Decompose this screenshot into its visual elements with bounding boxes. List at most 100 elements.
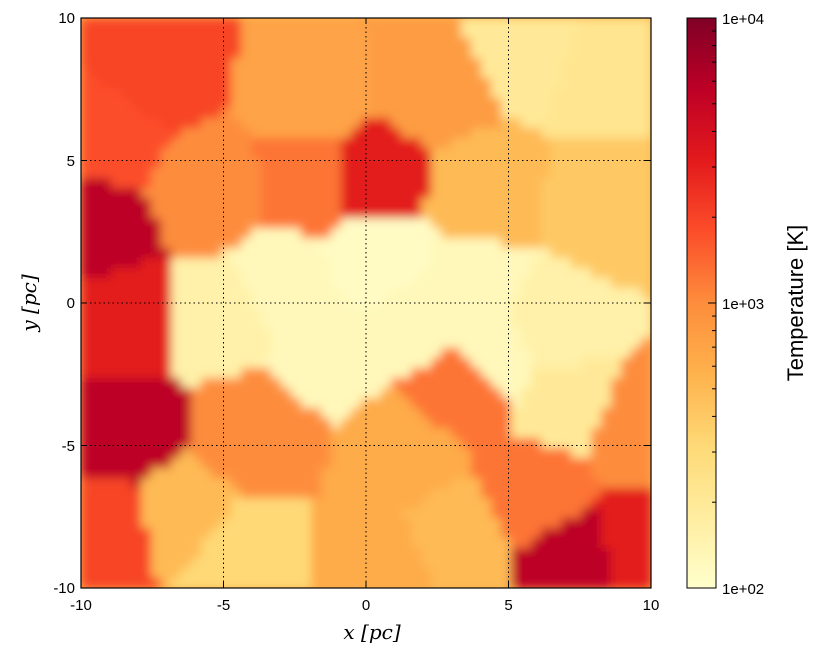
heatmap-cell <box>531 398 542 409</box>
heatmap-cell <box>281 48 292 59</box>
heatmap-cell <box>181 478 192 489</box>
heatmap-cell <box>581 48 592 59</box>
heatmap-cell <box>181 538 192 549</box>
heatmap-cell <box>641 28 651 39</box>
heatmap-cell <box>221 388 232 399</box>
heatmap-cell <box>261 278 272 289</box>
heatmap-cell <box>631 518 642 529</box>
heatmap-cell <box>421 118 432 129</box>
heatmap-cell <box>531 78 542 89</box>
heatmap-cell <box>441 188 452 199</box>
heatmap-cell <box>471 308 482 319</box>
heatmap-cell <box>331 328 342 339</box>
heatmap-cell <box>331 38 342 49</box>
heatmap-cell <box>161 568 172 579</box>
heatmap-cell <box>421 278 432 289</box>
heatmap-cell <box>341 18 352 29</box>
heatmap-cell <box>591 478 602 489</box>
heatmap-cell <box>261 48 272 59</box>
heatmap-cell <box>611 228 622 239</box>
heatmap-cell <box>441 208 452 219</box>
heatmap-cell <box>151 498 162 509</box>
heatmap-cell <box>351 168 362 179</box>
heatmap-cell <box>461 48 472 59</box>
heatmap-cell <box>621 18 632 29</box>
heatmap-cell <box>341 408 352 419</box>
heatmap-cell <box>511 298 522 309</box>
heatmap-cell <box>311 388 322 399</box>
heatmap-cell <box>401 158 412 169</box>
heatmap-cell <box>591 538 602 549</box>
heatmap-cell <box>461 198 472 209</box>
heatmap-cell <box>301 358 312 369</box>
heatmap-cell <box>241 498 252 509</box>
heatmap-cell <box>541 288 552 299</box>
heatmap-cell <box>491 198 502 209</box>
heatmap-cell <box>511 398 522 409</box>
heatmap-cell <box>401 228 412 239</box>
heatmap-cell <box>131 398 142 409</box>
heatmap-cell <box>521 568 532 579</box>
heatmap-cell <box>431 188 442 199</box>
heatmap-cell <box>231 48 242 59</box>
heatmap-cell <box>281 468 292 479</box>
heatmap-cell <box>131 158 142 169</box>
heatmap-cell <box>231 68 242 79</box>
heatmap-cell <box>611 38 622 49</box>
heatmap-cell <box>211 508 222 519</box>
heatmap-cell <box>141 308 152 319</box>
heatmap-cell <box>131 238 142 249</box>
heatmap-cell <box>371 268 382 279</box>
heatmap-cell <box>261 148 272 159</box>
heatmap-cell <box>641 98 651 109</box>
heatmap-cell <box>371 88 382 99</box>
heatmap-cell <box>501 428 512 439</box>
heatmap-cell <box>81 138 92 149</box>
heatmap-cell <box>221 508 232 519</box>
heatmap-cell <box>181 338 192 349</box>
heatmap-cell <box>561 348 572 359</box>
heatmap-cell <box>521 168 532 179</box>
heatmap-cell <box>191 138 202 149</box>
heatmap-cell <box>221 258 232 269</box>
heatmap-cell <box>151 68 162 79</box>
heatmap-cell <box>421 408 432 419</box>
heatmap-cell <box>151 418 162 429</box>
heatmap-cell <box>581 338 592 349</box>
heatmap-cell <box>251 258 262 269</box>
heatmap-cell <box>511 28 522 39</box>
heatmap-cell <box>461 328 472 339</box>
heatmap-cell <box>141 348 152 359</box>
heatmap-cell <box>311 178 322 189</box>
heatmap-cell <box>181 558 192 569</box>
heatmap-cell <box>181 388 192 399</box>
heatmap-cell <box>191 468 202 479</box>
heatmap-cell <box>271 118 282 129</box>
heatmap-cell <box>401 488 412 499</box>
heatmap-cell <box>391 358 402 369</box>
heatmap-cell <box>221 528 232 539</box>
heatmap-cell <box>481 88 492 99</box>
heatmap-cell <box>521 158 532 169</box>
heatmap-cell <box>371 348 382 359</box>
heatmap-cell <box>411 488 422 499</box>
heatmap-cell <box>141 138 152 149</box>
heatmap-cell <box>391 168 402 179</box>
heatmap-cell <box>471 238 482 249</box>
heatmap-cell <box>211 368 222 379</box>
heatmap-cell <box>611 358 622 369</box>
heatmap-cell <box>571 468 582 479</box>
heatmap-cell <box>171 268 182 279</box>
heatmap-cell <box>591 38 602 49</box>
heatmap-cell <box>301 138 312 149</box>
heatmap-cell <box>251 28 262 39</box>
heatmap-cell <box>141 228 152 239</box>
heatmap-cell <box>621 328 632 339</box>
heatmap-cell <box>531 148 542 159</box>
heatmap-cell <box>521 358 532 369</box>
heatmap-cell <box>501 368 512 379</box>
heatmap-cell <box>411 328 422 339</box>
heatmap-cell <box>621 78 632 89</box>
heatmap-cell <box>271 328 282 339</box>
heatmap-cell <box>581 528 592 539</box>
